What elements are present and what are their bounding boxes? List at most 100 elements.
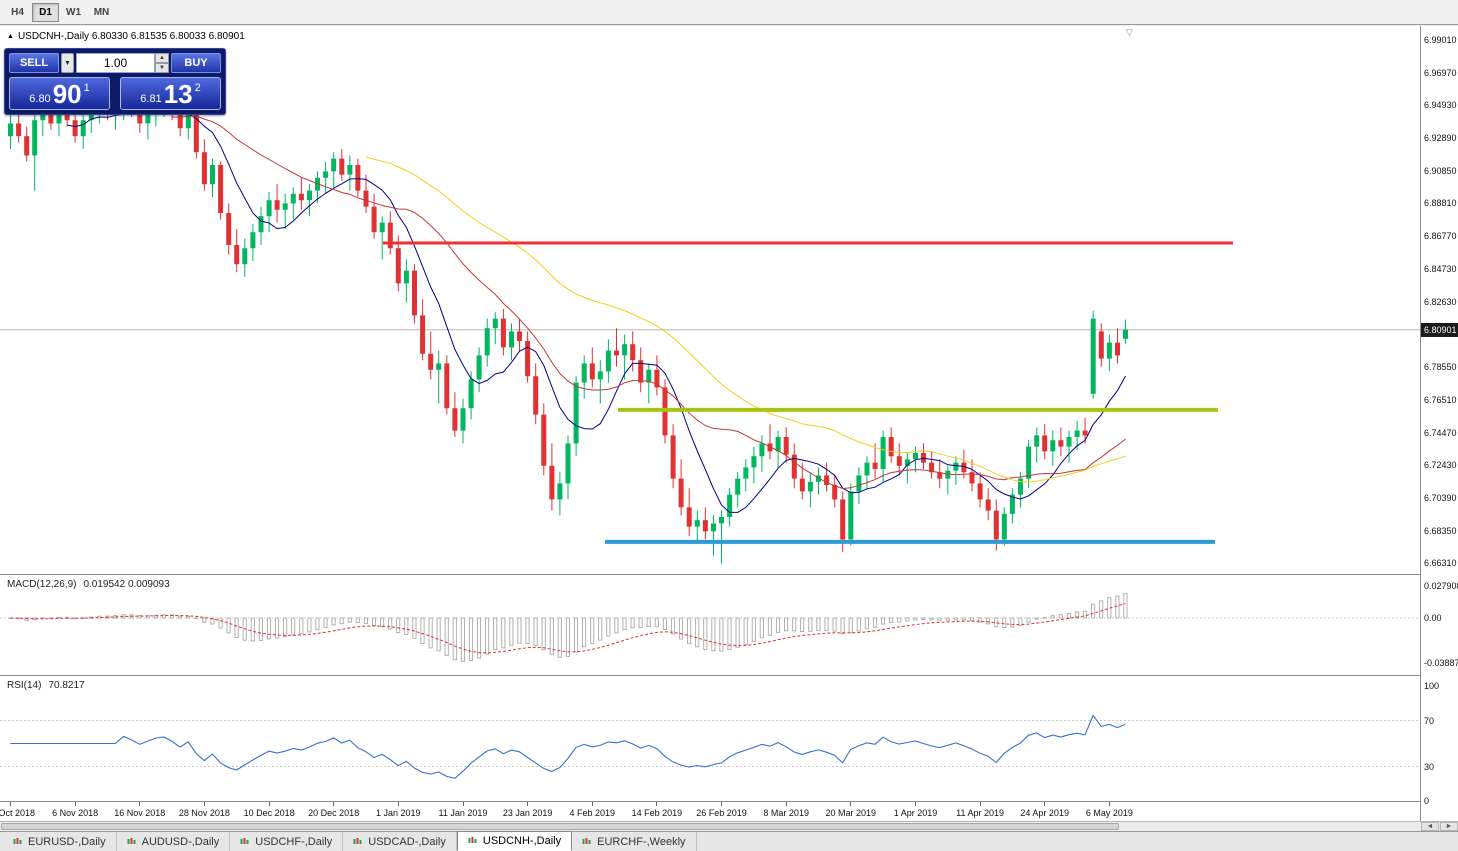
volume-dropdown-button[interactable]: ▼: [61, 53, 74, 73]
timeframe-h4-button[interactable]: H4: [4, 2, 31, 22]
date-axis-label: 6 Nov 2018: [52, 808, 99, 818]
chart-tab-usdchf[interactable]: USDCHF-,Daily: [230, 832, 344, 851]
price-axis-label: 6.76510: [1424, 395, 1457, 405]
price-axis-label: 6.72430: [1424, 460, 1457, 471]
rsi-axis-label: 0: [1424, 796, 1430, 806]
date-axis-label: 28 Nov 2018: [178, 808, 230, 818]
rsi-chart[interactable]: [0, 676, 1420, 801]
chart-icon: [468, 836, 478, 846]
date-axis-label: 4 Feb 2019: [569, 808, 616, 818]
date-tick: [462, 802, 464, 806]
date-tick: [203, 802, 205, 806]
date-tick: [397, 802, 399, 806]
date-axis-label: 24 Apr 2019: [1020, 808, 1069, 818]
chart-tab-audusd[interactable]: AUDUSD-,Daily: [117, 832, 231, 851]
date-axis-label: 20 Mar 2019: [825, 808, 877, 818]
chart-tab-label: AUDUSD-,Daily: [141, 835, 220, 848]
date-axis-label: 23 Jan 2019: [502, 808, 553, 818]
date-axis-label: 11 Apr 2019: [956, 808, 1005, 818]
chart-tab-usdcad[interactable]: USDCAD-,Daily: [343, 832, 457, 851]
date-axis-label: 10 Dec 2018: [243, 808, 295, 818]
chart-icon: [353, 837, 363, 847]
timeframe-d1-button[interactable]: D1: [32, 2, 59, 22]
date-tick: [656, 802, 658, 806]
date-tick: [785, 802, 787, 806]
volume-decrease-button[interactable]: ▼: [155, 63, 169, 73]
price-axis-label: 6.99010: [1424, 35, 1457, 45]
scroll-right-button[interactable]: ►: [1440, 822, 1458, 831]
date-tick: [721, 802, 722, 806]
candlestick-chart[interactable]: [0, 26, 1420, 574]
date-tick: [10, 802, 11, 806]
symbol-marker-icon: ▲: [7, 33, 14, 40]
horizontal-scrollbar[interactable]: ◄ ►: [0, 821, 1458, 831]
chart-tab-eurusd[interactable]: EURUSD-,Daily: [3, 832, 117, 851]
price-axis-label: 6.78550: [1424, 362, 1457, 373]
sell-price-base: 6.80: [29, 93, 51, 105]
date-tick: [1044, 802, 1046, 806]
buy-price-base: 6.81: [140, 93, 162, 105]
price-axis-label: 6.86770: [1424, 230, 1457, 241]
date-axis-label: 8 Mar 2019: [763, 808, 809, 818]
price-axis[interactable]: 6.80901 6.99010 6.96970 6.94930 6.92890 6.90…: [1420, 26, 1458, 821]
chevron-down-icon: ▼: [64, 59, 71, 67]
timeframe-mn-button[interactable]: MN: [88, 2, 115, 22]
macd-axis-label: -0.03887: [1424, 657, 1458, 668]
volume-increase-button[interactable]: ▲: [155, 53, 169, 63]
rsi-panel[interactable]: RSI(14) 70.8217: [0, 676, 1420, 801]
price-axis-label: 6.94930: [1424, 100, 1457, 111]
price-axis-label: 6.68350: [1424, 525, 1457, 536]
macd-label: MACD(12,26,9): [7, 579, 77, 590]
price-axis-label: 6.90850: [1424, 165, 1457, 176]
chart-tab-eurchf[interactable]: EURCHF-,Weekly: [572, 832, 697, 851]
chart-shift-marker-icon[interactable]: ▽: [1126, 27, 1133, 37]
panel-divider[interactable]: [0, 574, 1458, 575]
macd-values: 0.019542 0.009093: [83, 579, 170, 590]
scroll-left-button[interactable]: ◄: [1421, 822, 1439, 831]
macd-panel[interactable]: MACD(12,26,9) 0.019542 0.009093: [0, 575, 1420, 675]
date-axis-label: 16 Nov 2018: [114, 808, 166, 818]
date-tick: [850, 802, 852, 806]
date-tick: [1108, 802, 1110, 806]
date-axis-label: 11 Jan 2019: [438, 808, 488, 818]
macd-label-row: MACD(12,26,9) 0.019542 0.009093: [7, 579, 170, 590]
scrollbar-thumb[interactable]: [1, 823, 1119, 830]
sell-button[interactable]: SELL: [9, 53, 59, 73]
macd-chart[interactable]: [0, 575, 1420, 675]
volume-input[interactable]: [76, 53, 155, 73]
sell-price-button[interactable]: 6.80 90 1: [9, 77, 110, 110]
date-tick: [74, 802, 76, 806]
buy-button[interactable]: BUY: [171, 53, 221, 73]
buy-price-button[interactable]: 6.81 13 2: [120, 77, 221, 110]
chart-tab-label: EURUSD-,Daily: [28, 835, 106, 848]
price-axis-label: 6.82630: [1424, 297, 1457, 308]
rsi-value: 70.8217: [48, 680, 85, 691]
price-axis-label: 6.92890: [1424, 132, 1457, 143]
panel-divider[interactable]: [0, 675, 1458, 676]
rsi-axis-label: 30: [1424, 761, 1435, 772]
date-tick: [915, 802, 916, 806]
current-price-badge: 6.80901: [1421, 322, 1458, 337]
price-axis-label: 6.74470: [1424, 427, 1457, 438]
chart-tab-label: USDCHF-,Daily: [255, 835, 333, 848]
chart-icon: [582, 837, 592, 847]
sell-price-pips: 90: [52, 79, 82, 109]
chart-icon: [127, 837, 137, 847]
chart-tab-label: USDCAD-,Daily: [368, 835, 446, 848]
timeframe-w1-button[interactable]: W1: [60, 2, 87, 22]
date-axis-label: 6 May 2019: [1085, 808, 1133, 818]
date-tick: [979, 802, 981, 806]
date-tick: [527, 802, 529, 806]
rsi-label-row: RSI(14) 70.8217: [7, 680, 85, 691]
price-axis-label: 6.70390: [1424, 492, 1457, 503]
chart-tab-usdcnh[interactable]: USDCNH-,Daily: [456, 831, 573, 851]
date-tick: [268, 802, 270, 806]
date-axis[interactable]: 25 Oct 2018 6 Nov 2018 16 Nov 2018 28 Nov 2…: [0, 801, 1420, 821]
date-axis-label: 20 Dec 2018: [308, 808, 360, 818]
buy-price-frac: 2: [194, 82, 201, 94]
main-chart-canvas[interactable]: ▲ USDCNH-,Daily 6.80330 6.81535 6.80033 …: [0, 26, 1420, 574]
date-axis-label: 1 Apr 2019: [893, 808, 938, 818]
price-axis-label: 6.84730: [1424, 263, 1457, 274]
date-axis-label: 25 Oct 2018: [0, 808, 36, 818]
